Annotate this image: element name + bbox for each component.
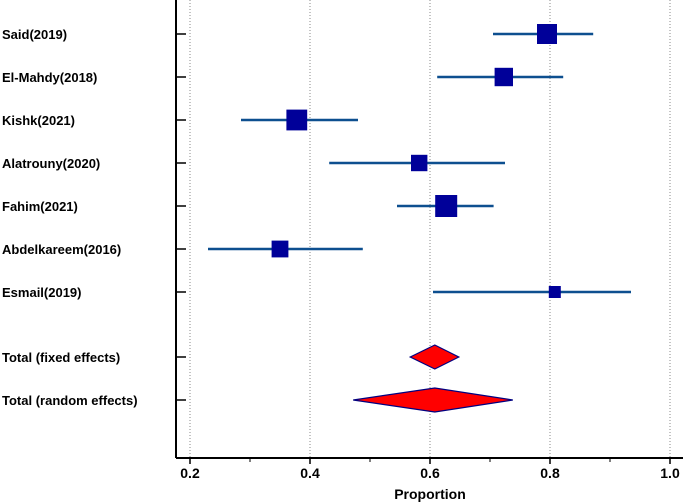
grid-lines [189,0,671,458]
pooled-estimate-diamond [408,344,461,370]
pooled-estimate-diamond [353,387,513,413]
study-label: Kishk(2021) [2,113,75,128]
x-tick-label: 1.0 [660,465,680,481]
x-tick-label: 0.4 [300,465,320,481]
study-label: Fahim(2021) [2,199,78,214]
study-label: Esmail(2019) [2,285,82,300]
plot-marks [208,24,631,413]
x-tick-label: 0.2 [180,465,200,481]
study-estimate-marker [548,286,561,298]
study-labels: Said(2019) El-Mahdy(2018) Kishk(2021) Alatr… [2,27,138,408]
study-estimate-marker [494,67,513,87]
study-label: Said(2019) [2,27,67,42]
study-estimate-marker [537,24,557,44]
study-label: El-Mahdy(2018) [2,70,97,85]
x-axis-ticks: 0.2 0.4 0.6 0.8 1.0 [180,458,680,481]
total-label: Total (random effects) [2,393,138,408]
x-axis-title: Proportion [394,486,466,502]
study-estimate-marker [411,154,428,172]
study-estimate-marker [435,195,458,217]
total-label: Total (fixed effects) [2,350,120,365]
study-estimate-marker [271,240,289,258]
study-estimate-marker [286,109,308,131]
x-tick-label: 0.6 [420,465,440,481]
study-label: Alatrouny(2020) [2,156,100,171]
x-tick-label: 0.8 [540,465,560,481]
study-label: Abdelkareem(2016) [2,242,121,257]
